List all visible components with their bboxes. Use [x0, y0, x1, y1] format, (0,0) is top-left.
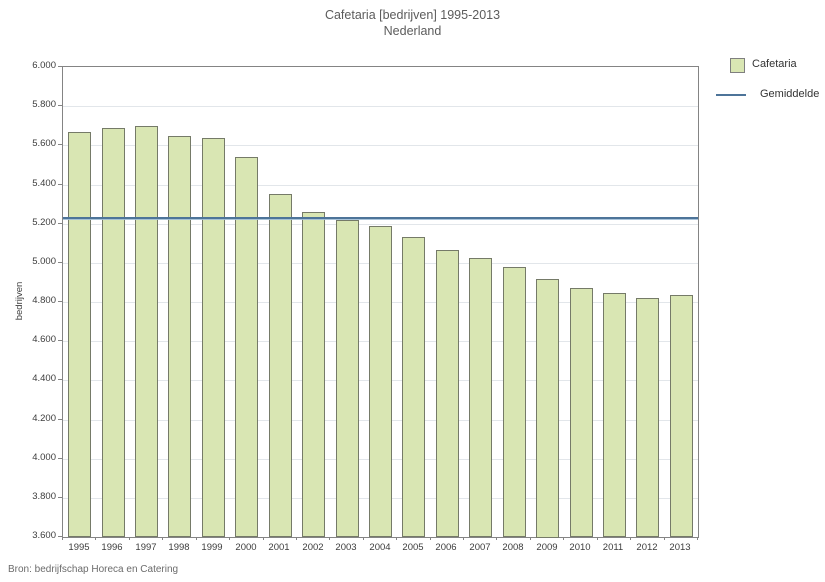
x-tick-label-1995: 1995 — [68, 542, 90, 553]
y-tick-mark-6000 — [58, 66, 62, 67]
y-tick-mark-4600 — [58, 340, 62, 341]
y-tick-label-4400: 4.400 — [32, 373, 56, 384]
x-tick-label-2001: 2001 — [268, 542, 290, 553]
y-tick-mark-4000 — [58, 458, 62, 459]
legend-label-gemiddelde: Gemiddelde — [760, 88, 820, 100]
x-tick-mark-7 — [296, 537, 297, 540]
bar-2012 — [636, 298, 659, 537]
x-tick-label-2012: 2012 — [636, 542, 658, 553]
bar-2009 — [536, 279, 559, 538]
bar-2006 — [436, 250, 459, 537]
chart-title-line2: Nederland — [383, 24, 442, 38]
gridline-5200 — [63, 224, 698, 225]
bar-2003 — [336, 220, 359, 537]
bar-2001 — [269, 194, 292, 537]
bar-2000 — [235, 157, 258, 537]
x-tick-label-2007: 2007 — [469, 542, 491, 553]
y-tick-mark-5600 — [58, 144, 62, 145]
x-tick-label-1999: 1999 — [201, 542, 223, 553]
x-tick-mark-3 — [162, 537, 163, 540]
bar-1998 — [168, 136, 191, 537]
y-tick-label-5600: 5.600 — [32, 138, 56, 149]
y-tick-label-5200: 5.200 — [32, 217, 56, 228]
y-tick-label-5400: 5.400 — [32, 178, 56, 189]
y-tick-mark-4200 — [58, 419, 62, 420]
y-tick-label-5800: 5.800 — [32, 99, 56, 110]
y-tick-label-4000: 4.000 — [32, 452, 56, 463]
y-tick-label-3800: 3.800 — [32, 491, 56, 502]
y-tick-label-4200: 4.200 — [32, 413, 56, 424]
bar-2011 — [603, 293, 626, 537]
x-tick-mark-10 — [396, 537, 397, 540]
y-tick-mark-3600 — [58, 536, 62, 537]
bar-2007 — [469, 258, 492, 537]
plot-area — [62, 66, 699, 538]
x-tick-mark-9 — [363, 537, 364, 540]
x-tick-label-2003: 2003 — [335, 542, 357, 553]
y-tick-label-3600: 3.600 — [32, 530, 56, 541]
x-tick-mark-5 — [229, 537, 230, 540]
chart-title-line1: Cafetaria [bedrijven] 1995-2013 — [324, 8, 501, 22]
x-tick-label-2008: 2008 — [502, 542, 524, 553]
x-tick-mark-4 — [196, 537, 197, 540]
gridline-5600 — [63, 145, 698, 146]
y-tick-mark-4800 — [58, 301, 62, 302]
x-tick-label-2000: 2000 — [235, 542, 257, 553]
bar-2010 — [570, 288, 593, 537]
x-tick-label-1996: 1996 — [101, 542, 123, 553]
x-tick-label-2005: 2005 — [402, 542, 424, 553]
x-tick-mark-14 — [530, 537, 531, 540]
bar-2002 — [302, 212, 325, 537]
x-tick-mark-18 — [664, 537, 665, 540]
x-tick-mark-1 — [95, 537, 96, 540]
chart-title: Cafetaria [bedrijven] 1995-2013 Nederlan… — [0, 7, 825, 39]
x-tick-label-2002: 2002 — [302, 542, 324, 553]
average-line — [63, 217, 698, 219]
bar-2013 — [670, 295, 693, 537]
gridline-5800 — [63, 106, 698, 107]
bar-2008 — [503, 267, 526, 537]
y-tick-mark-5200 — [58, 223, 62, 224]
x-tick-mark-2 — [129, 537, 130, 540]
y-tick-label-5000: 5.000 — [32, 256, 56, 267]
y-tick-mark-5400 — [58, 184, 62, 185]
x-tick-mark-6 — [263, 537, 264, 540]
y-tick-mark-5800 — [58, 105, 62, 106]
x-tick-mark-15 — [563, 537, 564, 540]
x-tick-mark-0 — [62, 537, 63, 540]
y-tick-mark-4400 — [58, 379, 62, 380]
x-tick-label-1998: 1998 — [168, 542, 190, 553]
y-tick-mark-3800 — [58, 497, 62, 498]
source-note: Bron: bedrijfschap Horeca en Catering — [8, 564, 179, 575]
bar-2005 — [402, 237, 425, 537]
x-tick-mark-19 — [697, 537, 698, 540]
bar-1997 — [135, 126, 158, 537]
x-tick-label-2006: 2006 — [435, 542, 457, 553]
bar-1996 — [102, 128, 125, 537]
x-tick-mark-13 — [496, 537, 497, 540]
x-tick-mark-17 — [630, 537, 631, 540]
line-swatch-icon — [716, 94, 746, 96]
y-tick-label-4600: 4.600 — [32, 334, 56, 345]
x-tick-label-2009: 2009 — [536, 542, 558, 553]
bar-2004 — [369, 226, 392, 537]
bar-1999 — [202, 138, 225, 537]
y-tick-mark-5000 — [58, 262, 62, 263]
gridline-5400 — [63, 185, 698, 186]
x-tick-label-2013: 2013 — [669, 542, 691, 553]
x-tick-mark-16 — [597, 537, 598, 540]
bar-1995 — [68, 132, 91, 537]
y-tick-label-6000: 6.000 — [32, 60, 56, 71]
x-tick-mark-12 — [463, 537, 464, 540]
x-tick-label-1997: 1997 — [135, 542, 157, 553]
x-tick-mark-11 — [430, 537, 431, 540]
bar-swatch-icon — [730, 58, 745, 73]
x-tick-mark-8 — [329, 537, 330, 540]
x-tick-label-2010: 2010 — [569, 542, 591, 553]
x-tick-label-2011: 2011 — [602, 542, 624, 553]
y-tick-label-4800: 4.800 — [32, 295, 56, 306]
legend-label-cafetaria: Cafetaria — [752, 58, 797, 70]
x-tick-label-2004: 2004 — [369, 542, 391, 553]
